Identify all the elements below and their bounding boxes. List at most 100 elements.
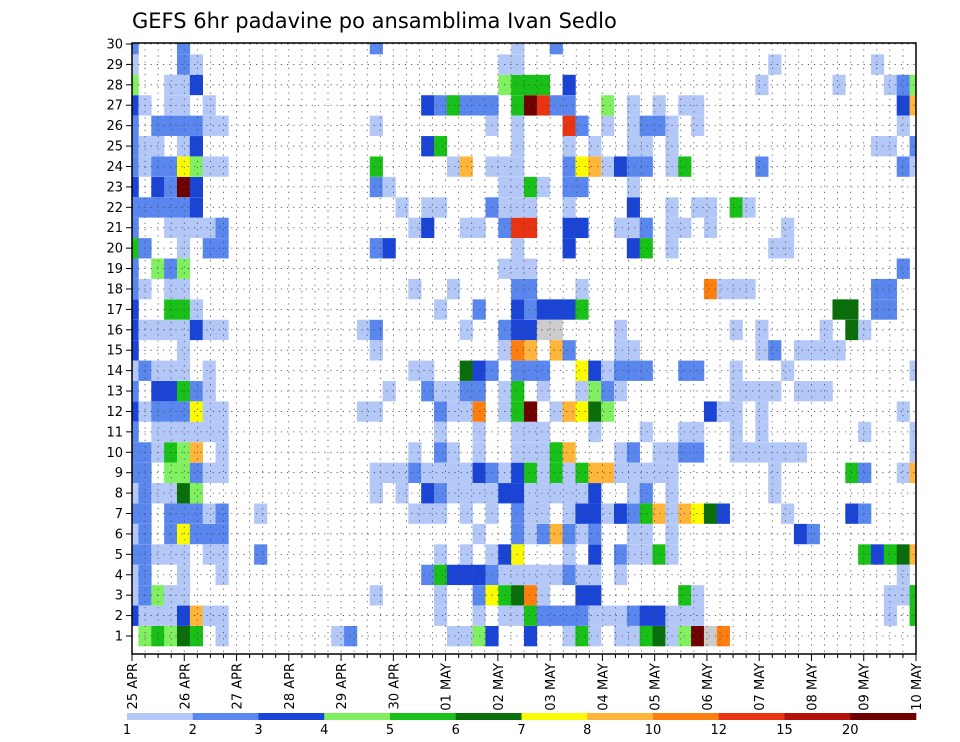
y-tick-label: 12 [106, 405, 123, 420]
y-tick-label: 26 [106, 119, 123, 134]
heatmap-cell [781, 217, 795, 239]
heatmap-cell [408, 278, 422, 300]
colorbar-swatch [587, 713, 654, 720]
heatmap-cell [626, 176, 640, 198]
heatmap-cell [176, 176, 191, 198]
heatmap-cell [909, 544, 917, 565]
colorbar-label: 7 [517, 723, 525, 738]
heatmap-cell [202, 95, 216, 116]
heatmap-cell [511, 258, 525, 279]
heatmap-cell [215, 156, 229, 177]
y-tick-label: 28 [106, 78, 123, 93]
heatmap-cell [536, 299, 550, 320]
heatmap-cell [434, 95, 448, 116]
x-tick-label: 26 APR [178, 663, 193, 709]
y-tick-label: 7 [115, 507, 123, 522]
heatmap-cell [536, 74, 550, 96]
heatmap-cell [164, 442, 178, 463]
colorbar-swatch [455, 713, 522, 720]
heatmap-cell [132, 462, 139, 483]
heatmap-cell [164, 401, 178, 422]
x-tick-label: 25 APR [126, 663, 141, 709]
heatmap-cell [189, 136, 203, 157]
heatmap-cell [189, 217, 203, 239]
x-tick-label: 10 MAY [910, 663, 925, 711]
heatmap-cell [189, 442, 203, 463]
heatmap-cell [626, 503, 640, 524]
heatmap-cell [446, 462, 461, 483]
heatmap-cell [459, 319, 473, 341]
heatmap-cell [562, 238, 576, 259]
heatmap-cell [472, 95, 486, 116]
heatmap-cell [189, 176, 203, 198]
heatmap-cell [524, 442, 538, 463]
heatmap-cell [176, 217, 191, 239]
y-tick-label: 8 [115, 487, 123, 502]
heatmap-cell [369, 238, 383, 259]
heatmap-cell [132, 115, 139, 136]
heatmap-cell [601, 605, 615, 626]
heatmap-cell [164, 503, 178, 524]
heatmap-cell [742, 381, 756, 402]
heatmap-cell [421, 381, 435, 402]
heatmap-cell [132, 136, 139, 157]
y-tick-label: 27 [106, 99, 123, 114]
heatmap-cell [421, 503, 435, 524]
heatmap-cell [819, 340, 833, 361]
y-tick-label: 17 [106, 303, 123, 318]
heatmap-cell [729, 421, 743, 443]
heatmap-cell [536, 523, 550, 545]
heatmap-cell [511, 544, 525, 565]
heatmap-cell [562, 605, 576, 626]
heatmap-cell [459, 625, 473, 647]
heatmap-cell [176, 605, 191, 626]
heatmap-cell [202, 115, 216, 136]
heatmap-cell [164, 483, 178, 504]
heatmap-cell [164, 523, 178, 545]
y-tick-label: 29 [106, 58, 123, 73]
heatmap-cell [562, 544, 576, 565]
heatmap-cell [601, 462, 615, 483]
x-tick-label: 27 APR [231, 663, 246, 709]
heatmap-cell [189, 625, 203, 647]
heatmap-cell [408, 503, 422, 524]
heatmap-cell [215, 462, 229, 483]
heatmap-cell [626, 340, 640, 361]
heatmap-cell [575, 483, 589, 504]
heatmap-cell [896, 258, 910, 279]
colorbar-label: 8 [583, 723, 591, 738]
heatmap-cell [421, 360, 435, 381]
heatmap-cell [742, 197, 756, 218]
heatmap-cell [369, 319, 383, 341]
heatmap-cell [549, 462, 563, 483]
heatmap-cell [132, 43, 139, 55]
heatmap-cell [446, 156, 461, 177]
heatmap-cell [601, 156, 615, 177]
heatmap-cell [768, 54, 782, 75]
heatmap-cell [524, 340, 538, 361]
x-tick-label: 08 MAY [805, 663, 820, 711]
y-tick-label: 14 [106, 364, 123, 379]
heatmap-cell [601, 95, 615, 116]
heatmap-cell [164, 360, 178, 381]
heatmap-cell [446, 625, 461, 647]
heatmap-cell [421, 95, 435, 116]
heatmap-cell [871, 299, 885, 320]
heatmap-cell [408, 462, 422, 483]
heatmap-cell [871, 544, 885, 565]
heatmap-cell [755, 401, 769, 422]
heatmap-cell [524, 360, 538, 381]
heatmap-cell [189, 319, 203, 341]
heatmap-cell [524, 95, 538, 116]
heatmap-cell [896, 156, 910, 177]
heatmap-cell [434, 462, 448, 483]
heatmap-cell [132, 421, 139, 443]
heatmap-cell [164, 95, 178, 116]
y-tick-label: 25 [106, 140, 123, 155]
heatmap-cell [524, 258, 538, 279]
heatmap-cell [511, 319, 525, 341]
heatmap-cell [446, 483, 461, 504]
heatmap-cell [575, 585, 589, 606]
heatmap-cell [202, 319, 216, 341]
heatmap-cell [511, 299, 525, 320]
